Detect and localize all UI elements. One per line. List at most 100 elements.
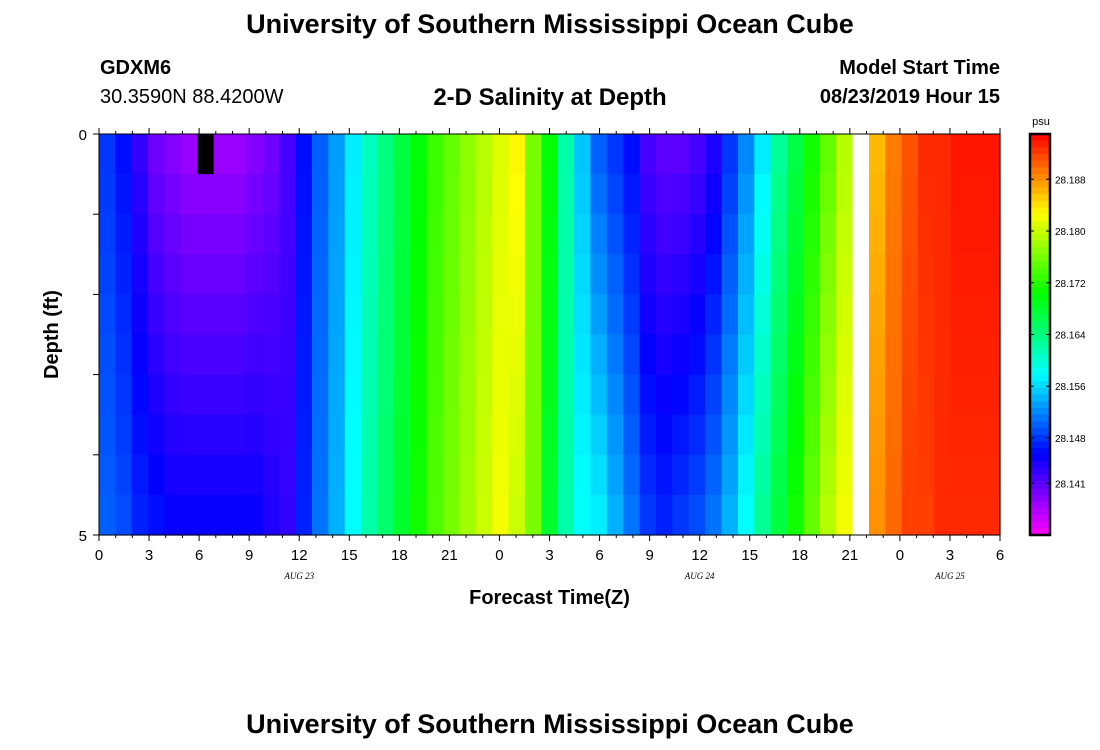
heatmap-cell xyxy=(688,334,706,376)
heatmap-cell xyxy=(279,254,297,295)
heatmap-cell xyxy=(443,254,460,295)
heatmap-cell xyxy=(852,414,870,456)
heatmap-cell xyxy=(393,414,411,456)
heatmap-cell xyxy=(721,374,739,416)
heatmap-cell xyxy=(754,454,772,496)
heatmap-cell xyxy=(934,254,952,295)
colorbar-step xyxy=(1030,421,1050,429)
heatmap-cell xyxy=(492,414,510,456)
heatmap-cell xyxy=(606,414,624,456)
heatmap-cell xyxy=(606,254,624,295)
heatmap-cell xyxy=(377,174,395,215)
x-tick-label: 18 xyxy=(791,547,808,564)
heatmap-cell xyxy=(541,214,559,255)
x-date-label: AUG 24 xyxy=(684,571,715,581)
heatmap-cell xyxy=(262,174,280,215)
heatmap-cell xyxy=(787,214,805,255)
heatmap-cell xyxy=(508,454,526,496)
heatmap-cell xyxy=(131,214,149,255)
heatmap-cell xyxy=(754,414,772,456)
colorbar-tick-label: 28.188 xyxy=(1055,175,1086,186)
colorbar-step xyxy=(1030,140,1050,148)
heatmap-cell xyxy=(443,134,460,175)
heatmap-cell xyxy=(557,254,575,295)
heatmap-cell xyxy=(541,294,559,336)
heatmap-cell xyxy=(721,214,739,255)
heatmap-cell xyxy=(311,134,329,175)
heatmap-cell xyxy=(901,214,919,255)
heatmap-cell xyxy=(754,254,772,295)
heatmap-cell xyxy=(901,334,919,376)
heatmap-cell xyxy=(574,214,592,255)
x-tick-label: 0 xyxy=(95,547,103,564)
heatmap-cell xyxy=(918,494,936,536)
heatmap-cell xyxy=(262,414,280,456)
heatmap-cell xyxy=(541,174,559,215)
heatmap-cell xyxy=(328,454,346,496)
heatmap-cell xyxy=(541,334,559,376)
heatmap-cell xyxy=(868,254,886,295)
heatmap-cell xyxy=(574,334,592,376)
heatmap-cell xyxy=(787,494,805,536)
heatmap-cell xyxy=(180,374,198,416)
heatmap-cell xyxy=(393,374,411,416)
heatmap-cell xyxy=(901,134,919,175)
heatmap-cell xyxy=(934,494,952,536)
heatmap-cell xyxy=(557,454,575,496)
heatmap-cell xyxy=(213,374,231,416)
heatmap-cell xyxy=(885,294,903,336)
heatmap-cell xyxy=(770,414,788,456)
heatmap-cell xyxy=(508,414,526,456)
heatmap-cell xyxy=(393,334,411,376)
heatmap-cell xyxy=(115,494,133,536)
heatmap-cell xyxy=(279,374,297,416)
heatmap-cell xyxy=(606,294,624,336)
colorbar-step xyxy=(1030,361,1050,369)
heatmap-cell xyxy=(230,254,248,295)
heatmap-cell xyxy=(770,134,788,175)
heatmap-cell xyxy=(524,254,542,295)
heatmap-cell xyxy=(541,414,559,456)
x-tick-label: 21 xyxy=(441,547,458,564)
heatmap-cell xyxy=(819,414,837,456)
heatmap-cell xyxy=(279,294,297,336)
heatmap-cell xyxy=(950,454,968,496)
heatmap-cell xyxy=(705,414,723,456)
heatmap-cell xyxy=(115,174,133,215)
heatmap-cell xyxy=(983,494,1001,536)
colorbar-step xyxy=(1030,428,1050,436)
heatmap-cell xyxy=(475,454,493,496)
heatmap-cell xyxy=(803,134,821,175)
heatmap-cell xyxy=(410,374,428,416)
heatmap-cell xyxy=(557,134,575,175)
heatmap-cell xyxy=(852,254,870,295)
heatmap-cell xyxy=(443,214,460,255)
colorbar-step xyxy=(1030,214,1050,222)
heatmap-cell xyxy=(295,214,313,255)
heatmap-cell xyxy=(492,334,510,376)
heatmap-cell xyxy=(639,454,657,496)
heatmap-cell xyxy=(246,494,264,536)
heatmap-cell xyxy=(426,134,444,175)
heatmap-cell xyxy=(99,254,116,295)
heatmap-cell xyxy=(590,214,608,255)
heatmap-cell xyxy=(934,374,952,416)
heatmap-cell xyxy=(361,414,379,456)
heatmap-cell xyxy=(836,334,854,376)
heatmap-cell xyxy=(377,214,395,255)
heatmap-cell xyxy=(557,214,575,255)
heatmap-cell xyxy=(770,214,788,255)
heatmap-cell xyxy=(754,214,772,255)
heatmap-cell xyxy=(721,494,739,536)
heatmap-cell xyxy=(426,254,444,295)
heatmap-cell xyxy=(868,214,886,255)
heatmap-cell xyxy=(328,214,346,255)
heatmap-cell xyxy=(311,374,329,416)
colorbar-step xyxy=(1030,461,1050,469)
heatmap-cell xyxy=(983,214,1001,255)
heatmap-cell xyxy=(918,454,936,496)
heatmap-cell xyxy=(705,334,723,376)
x-tick-label: 21 xyxy=(841,547,858,564)
heatmap-cell xyxy=(295,414,313,456)
